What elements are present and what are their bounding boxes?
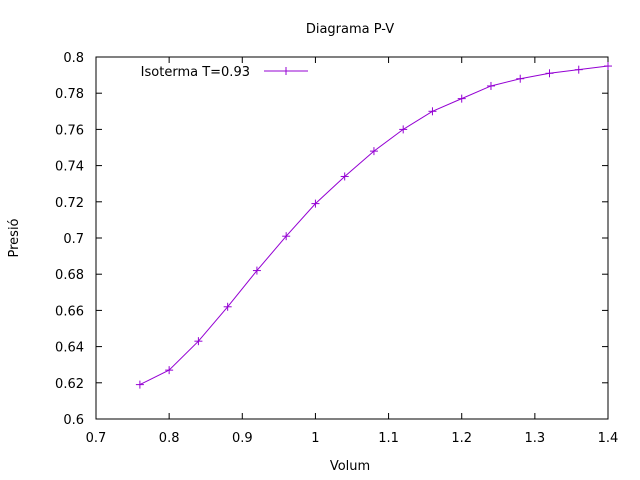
data-point — [194, 337, 203, 346]
data-point — [340, 172, 349, 181]
y-tick-label: 0.68 — [55, 268, 84, 283]
data-point — [165, 366, 174, 375]
data-point — [574, 65, 583, 74]
y-tick-label: 0.72 — [55, 196, 84, 211]
x-tick-label: 1.3 — [525, 431, 546, 446]
x-tick-label: 0.7 — [86, 431, 107, 446]
data-point — [428, 107, 437, 116]
y-tick-label: 0.76 — [55, 123, 84, 138]
x-axis-label: Volum — [330, 459, 370, 474]
x-tick-label: 0.9 — [232, 431, 253, 446]
y-tick-label: 0.66 — [55, 304, 84, 319]
x-tick-label: 1.2 — [451, 431, 472, 446]
series-line — [139, 65, 609, 386]
data-point — [252, 266, 261, 275]
data-point — [135, 380, 144, 389]
data-point — [399, 125, 408, 134]
x-tick-label: 0.8 — [159, 431, 180, 446]
data-point — [516, 74, 525, 83]
data-point — [369, 147, 378, 156]
x-tick-label: 1.4 — [598, 431, 619, 446]
y-axis-label: Presió — [7, 218, 22, 257]
data-point — [311, 199, 320, 208]
y-tick-label: 0.64 — [55, 341, 84, 356]
x-tick-label: 1.1 — [378, 431, 399, 446]
legend-label: Isoterma T=0.93 — [141, 65, 250, 80]
legend-marker — [282, 67, 290, 75]
series-layer — [135, 62, 612, 389]
data-point — [545, 69, 554, 78]
x-tick-label: 1 — [311, 431, 319, 446]
legend: Isoterma T=0.93 — [141, 65, 308, 80]
data-point — [223, 302, 232, 311]
data-point — [282, 232, 291, 241]
y-tick-label: 0.78 — [55, 87, 84, 102]
y-tick-label: 0.62 — [55, 377, 84, 392]
y-tick-label: 0.6 — [63, 413, 84, 428]
chart-title: Diagrama P-V — [306, 22, 394, 37]
data-point — [604, 62, 612, 71]
plot-frame — [95, 56, 609, 420]
legend-marker-plus — [282, 67, 290, 75]
y-tick-label: 0.7 — [63, 232, 84, 247]
data-point — [486, 81, 495, 90]
y-tick-label: 0.74 — [55, 160, 84, 175]
data-point — [457, 94, 466, 103]
axis-ticks: 0.7 0.8 0.9 1 1.1 1.2 1.3 1.4 0.6 0.62 0.64 0.66 0.6… — [55, 51, 618, 446]
y-tick-label: 0.8 — [63, 51, 84, 66]
